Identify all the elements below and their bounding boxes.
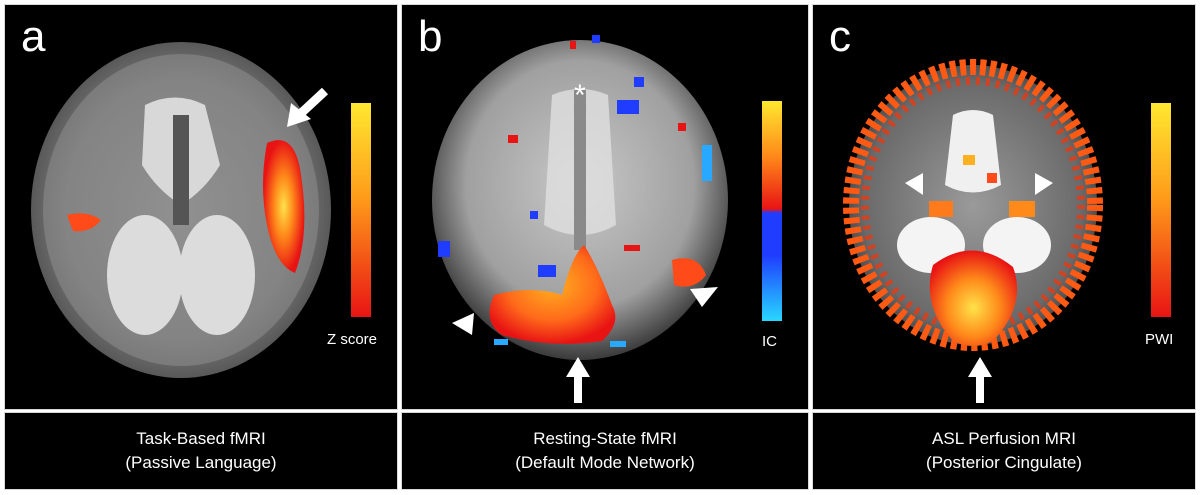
colorbar [1151, 103, 1171, 317]
caption-b: Resting-State fMRI (Default Mode Network… [401, 412, 809, 490]
caption-c: ASL Perfusion MRI (Posterior Cingulate) [812, 412, 1196, 490]
panel-letter: b [418, 12, 443, 61]
arrow-icon [566, 357, 590, 403]
caption-line: (Posterior Cingulate) [926, 453, 1082, 472]
caption-line: ASL Perfusion MRI [932, 429, 1076, 448]
brain-image-b: * [432, 35, 728, 403]
panel-letter: a [21, 12, 46, 61]
caption-line: Task-Based fMRI [136, 429, 266, 448]
arrowhead-icon [905, 173, 923, 195]
panel-b: * b IC [401, 4, 809, 410]
asterisk-marker: * [574, 79, 586, 112]
colorbar [351, 103, 371, 317]
panel-a: a Z score [4, 4, 398, 410]
scale-label: PWI [1145, 331, 1174, 348]
brain-image-a [31, 42, 331, 378]
colorbar [762, 101, 782, 321]
brain-image-c [843, 59, 1103, 403]
arrowhead-icon [1035, 173, 1053, 195]
panel-letter: c [829, 12, 851, 61]
caption-line: (Passive Language) [125, 453, 277, 472]
caption-a: Task-Based fMRI (Passive Language) [4, 412, 398, 490]
arrowhead-icon [452, 313, 474, 335]
caption-line: Resting-State fMRI [533, 429, 677, 448]
arrow-icon [968, 357, 992, 403]
scale-label: IC [762, 333, 777, 350]
caption-line: (Default Mode Network) [515, 453, 695, 472]
arrowhead-icon [690, 287, 718, 307]
arrow-icon [287, 87, 329, 127]
scale-label: Z score [327, 331, 378, 348]
panel-c: c PWI [812, 4, 1196, 410]
